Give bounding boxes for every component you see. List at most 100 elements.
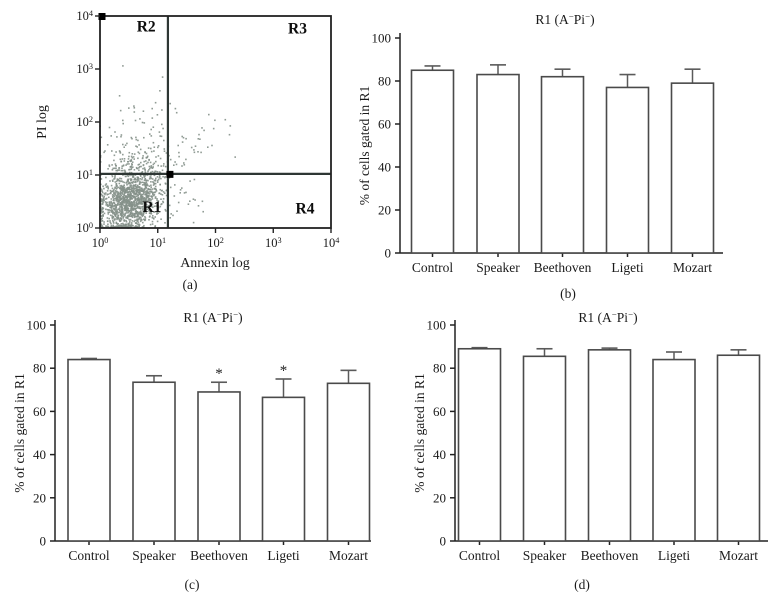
significance-asterisk: * [280, 363, 288, 379]
bar-rect [132, 381, 176, 542]
y-axis-label: % of cells gated in R1 [357, 86, 372, 206]
y-tick-label: 20 [433, 490, 446, 505]
category-label: Speaker [476, 260, 520, 275]
y-tick-label: 60 [378, 117, 391, 132]
quadrant-label-r4: R4 [296, 200, 315, 217]
bar-beethoven [540, 68, 585, 254]
y-axis-label: % of cells gated in R1 [412, 373, 427, 493]
panel-c-caption: (c) [184, 577, 200, 592]
bar-rect [652, 358, 696, 542]
category-label: Ligeti [611, 260, 643, 275]
bar-rect [410, 69, 455, 254]
bar-rect [716, 354, 761, 542]
y-tick-label: 100 [76, 221, 93, 235]
panel-b-caption: (b) [560, 286, 576, 301]
gate-marker [166, 170, 174, 178]
y-tick-label: 80 [433, 361, 446, 376]
x-tick-label: 101 [149, 236, 166, 250]
bar-ligeti [652, 351, 696, 542]
category-label: Ligeti [267, 548, 299, 563]
y-tick-label: 100 [427, 318, 447, 333]
y-tick-label: 101 [76, 168, 93, 182]
bar-mozart [716, 349, 761, 542]
r1-gated-cells-bar-chart-d: 0 20 40 60 80 100 Control Speaker Beethoven Liget… [412, 309, 768, 563]
chart-title: R1 (A−Pi−) [535, 11, 594, 27]
x-tick-label: 104 [323, 236, 340, 250]
panel-d-caption: (d) [574, 577, 590, 592]
x-tick-label: 100 [92, 236, 109, 250]
category-label: Mozart [719, 548, 758, 563]
bar-rect [540, 75, 585, 254]
panel-b-bar-chart: 0 20 40 60 80 100 Control Speaker Beethoven Liget… [355, 0, 780, 305]
category-label: Ligeti [658, 548, 690, 563]
r1-gated-cells-bar-chart-b: 0 20 40 60 80 100 Control Speaker Beethoven Liget… [357, 11, 723, 275]
bar-rect [457, 347, 502, 542]
scatter-points [99, 65, 236, 229]
category-label: Mozart [329, 548, 368, 563]
y-tick-label: 100 [27, 318, 47, 333]
y-tick-label: 20 [33, 490, 46, 505]
y-tick-label: 60 [433, 404, 446, 419]
panel-a-flow-cytometry: 100 101 102 103 104 100 101 102 103 104 R2 R3 R1 R4 An… [0, 0, 390, 305]
y-tick-label: 104 [76, 9, 93, 23]
category-label: Mozart [673, 260, 712, 275]
r1-gated-cells-bar-chart-c: 0 20 40 60 80 100 Control Speaker Beethoven * Lige… [12, 309, 371, 563]
quadrant-label-r2: R2 [137, 19, 156, 36]
bar-rect [67, 358, 111, 542]
x-tick-label: 103 [265, 236, 282, 250]
y-tick-label: 40 [433, 447, 446, 462]
bar-rect [605, 86, 650, 254]
significance-asterisk: * [215, 366, 223, 382]
y-tick-label: 102 [76, 115, 93, 129]
bar-ligeti [261, 378, 306, 542]
y-tick-label: 20 [378, 203, 391, 218]
x-axis-label: Annexin log [180, 256, 250, 271]
y-tick-label: 80 [33, 361, 46, 376]
y-tick-label: 80 [378, 74, 391, 89]
category-label: Speaker [523, 548, 567, 563]
bar-beethoven [197, 381, 241, 542]
bar-mozart [670, 68, 715, 254]
y-tick-label: 100 [372, 31, 392, 46]
category-label: Control [68, 548, 110, 563]
category-label: Beethoven [534, 260, 592, 275]
y-tick-label: 0 [440, 534, 447, 549]
y-tick-label: 0 [385, 246, 392, 261]
bar-mozart [326, 369, 371, 542]
y-axis-label: % of cells gated in R1 [12, 373, 27, 493]
bar-beethoven [587, 347, 632, 542]
category-label: Speaker [132, 548, 176, 563]
category-label: Control [459, 548, 501, 563]
bar-control [457, 346, 502, 542]
bar-control [67, 357, 111, 542]
category-label: Beethoven [190, 548, 248, 563]
y-tick-label: 0 [40, 534, 47, 549]
bar-control [410, 65, 455, 254]
chart-title: R1 (A−Pi−) [183, 309, 242, 325]
chart-title: R1 (A−Pi−) [578, 309, 637, 325]
annexin-pi-scatter-plot: 100 101 102 103 104 100 101 102 103 104 R2 R3 R1 R4 An… [35, 9, 340, 271]
x-tick-label: 102 [207, 236, 224, 250]
y-tick-label: 40 [378, 160, 391, 175]
gate-marker [98, 13, 106, 20]
panel-a-caption: (a) [182, 277, 198, 292]
bar-ligeti [605, 73, 650, 254]
bar-rect [522, 355, 567, 542]
category-label: Control [412, 260, 454, 275]
y-tick-label: 40 [33, 447, 46, 462]
bar-rect [261, 396, 306, 542]
y-tick-label: 60 [33, 404, 46, 419]
panel-d-bar-chart: 0 20 40 60 80 100 Control Speaker Beethoven Liget… [390, 305, 780, 611]
bar-rect [476, 73, 520, 254]
quadrant-label-r1: R1 [142, 199, 161, 216]
panel-c-bar-chart: 0 20 40 60 80 100 Control Speaker Beethoven * Lige… [0, 305, 390, 611]
bar-speaker [522, 347, 567, 542]
quadrant-gate-lines [100, 16, 331, 228]
y-axis-label: PI log [35, 105, 50, 139]
bar-rect [670, 82, 715, 254]
bar-rect [587, 349, 632, 542]
bar-rect [326, 382, 371, 542]
axis-ticks [95, 15, 332, 233]
bar-speaker [476, 64, 520, 254]
